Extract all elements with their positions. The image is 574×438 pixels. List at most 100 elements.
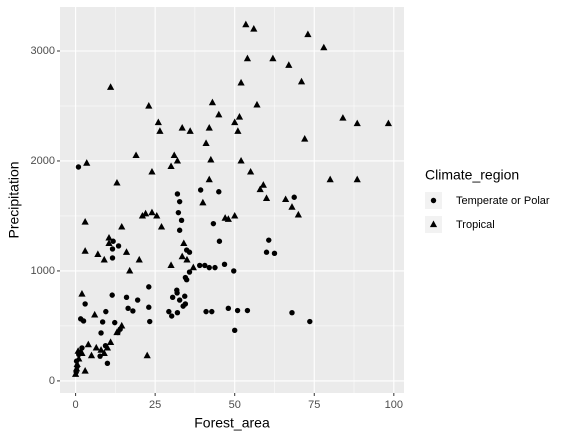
point [353,175,361,183]
point [80,318,87,324]
point [326,175,334,183]
point [123,294,130,301]
point [78,290,86,297]
point [307,318,313,325]
point [205,123,213,131]
point [242,20,250,28]
y-axis-title: Precipitation [6,161,22,238]
point [202,262,208,269]
point [146,284,152,290]
point [167,261,175,269]
point [71,370,80,377]
point [174,290,180,296]
point [98,330,104,336]
point [147,318,153,325]
point [247,167,255,175]
point [176,227,183,233]
point [92,343,100,351]
point [106,83,115,90]
point [294,210,302,218]
point [81,217,89,225]
point [125,305,131,312]
point [189,263,197,271]
point [115,243,122,249]
point [173,156,182,164]
point [130,308,136,314]
point [320,43,328,51]
point [253,100,261,108]
point [112,319,118,326]
point [182,274,189,281]
point [113,178,121,186]
point [135,255,143,263]
legend-symbol [429,220,438,228]
legend-title: Climate_region [425,167,519,183]
point [297,77,306,85]
point [81,247,89,254]
point [183,255,191,263]
point [170,151,178,159]
point [166,308,172,315]
x-tick-label: 0 [73,399,79,411]
point [138,211,147,219]
x-tick-label: 100 [385,399,403,411]
point [75,354,83,362]
x-tick-label: 75 [308,399,320,411]
point [134,297,141,303]
y-tick-label: 0 [49,375,55,387]
point [167,162,175,170]
point [234,307,241,314]
point [100,255,108,263]
point [75,164,82,170]
point [82,301,88,307]
point [215,110,223,118]
point [81,367,89,374]
point [113,328,121,336]
point [153,211,161,219]
point [216,189,222,195]
y-tick-label: 3000 [31,45,55,57]
point [206,264,212,271]
point [271,250,278,257]
point [235,112,244,120]
point [231,268,237,274]
point [157,222,166,230]
point [186,269,193,275]
point [353,119,361,127]
point [225,305,232,312]
point [212,264,218,271]
point [269,54,277,62]
x-axis-title: Forest_area [194,415,270,431]
point [285,61,293,68]
point [250,24,258,32]
legend-label: Tropical [456,219,495,231]
point [180,239,188,247]
point [178,217,185,224]
point [99,319,106,325]
point [175,209,182,216]
point [100,349,108,357]
point [237,156,245,164]
point [103,343,112,351]
point [94,250,102,258]
legend-label: Temperate or Polar [456,195,550,207]
point [186,249,193,255]
point [176,297,183,303]
point [126,266,134,274]
point [207,155,215,163]
point [174,191,181,197]
point [339,114,347,121]
point [231,118,239,126]
point [202,139,210,146]
point [199,198,207,206]
point [216,238,223,244]
point [105,239,113,247]
x-tick-label: 25 [149,399,161,411]
point [74,347,82,354]
point [143,351,151,359]
point [109,255,116,261]
point [178,123,186,131]
point [79,345,85,351]
point [182,301,189,307]
